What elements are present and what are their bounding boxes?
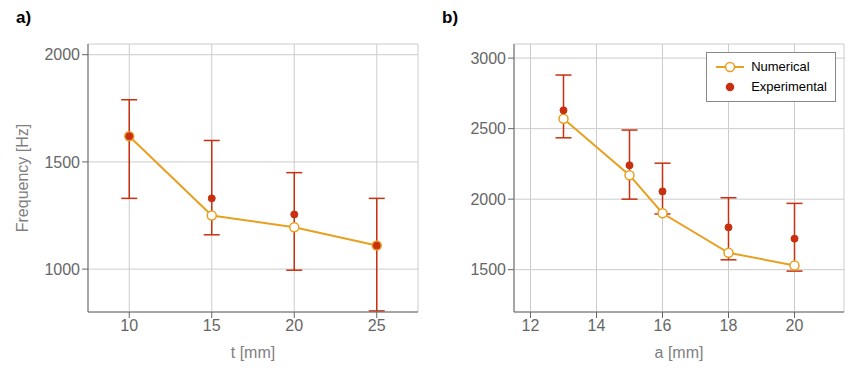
svg-text:25: 25 — [368, 317, 386, 334]
svg-text:10: 10 — [120, 317, 138, 334]
svg-text:14: 14 — [588, 317, 606, 334]
svg-text:1500: 1500 — [470, 261, 506, 278]
svg-text:1500: 1500 — [44, 154, 80, 171]
svg-text:a [mm]: a [mm] — [655, 344, 704, 361]
svg-text:2500: 2500 — [470, 120, 506, 137]
svg-text:t [mm]: t [mm] — [231, 344, 275, 361]
html-text:Numerical: Numerical — [751, 59, 810, 74]
svg-text:20: 20 — [285, 317, 303, 334]
svg-text:18: 18 — [720, 317, 738, 334]
svg-text:2000: 2000 — [44, 46, 80, 63]
svg-text:Frequency [Hz]: Frequency [Hz] — [14, 124, 31, 232]
html-text:a): a) — [16, 8, 32, 27]
html-text:b): b) — [442, 8, 458, 27]
svg-text:15: 15 — [203, 317, 221, 334]
svg-text:1000: 1000 — [44, 261, 80, 278]
svg-text:16: 16 — [654, 317, 672, 334]
svg-text:3000: 3000 — [470, 50, 506, 67]
svg-text:12: 12 — [522, 317, 540, 334]
html-text:Experimental: Experimental — [751, 79, 827, 94]
svg-text:20: 20 — [786, 317, 804, 334]
svg-text:2000: 2000 — [470, 191, 506, 208]
